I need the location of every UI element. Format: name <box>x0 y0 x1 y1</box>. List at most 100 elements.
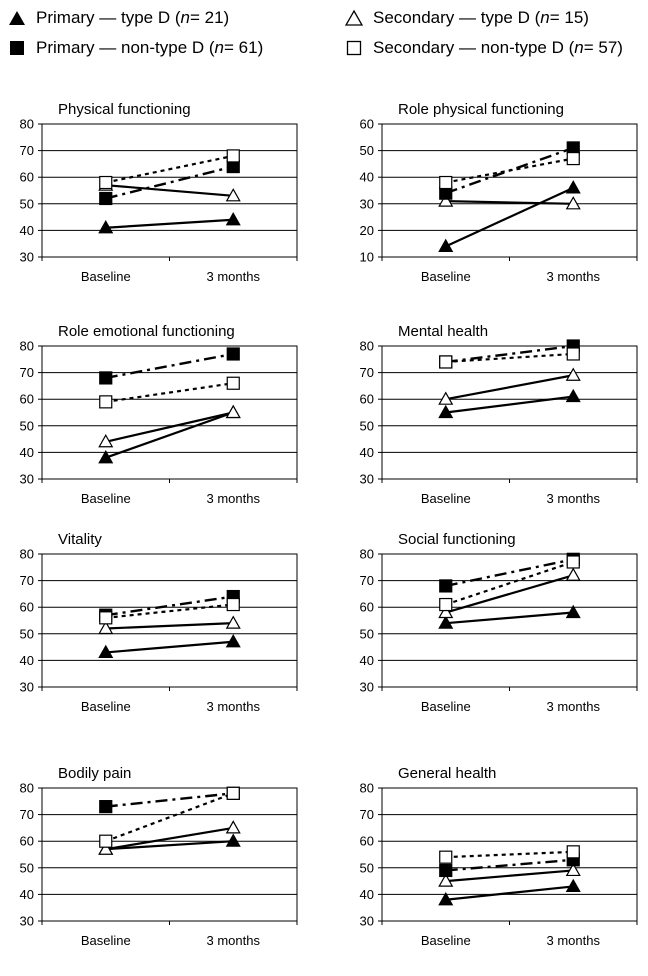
data-point-open-triangle <box>225 404 241 419</box>
series-line-open-triangle <box>105 411 234 443</box>
y-tick-label: 30 <box>20 914 34 929</box>
data-point-open-square <box>439 355 453 369</box>
y-tick-label: 50 <box>360 143 374 158</box>
series-line-open-square <box>445 850 574 859</box>
y-tick-label: 80 <box>20 117 34 132</box>
data-point-filled-square <box>99 191 113 206</box>
data-point-filled-square <box>439 863 453 878</box>
y-tick-label: 60 <box>20 392 34 407</box>
y-tick-label: 70 <box>360 365 374 380</box>
chart-title: Social functioning <box>398 531 516 548</box>
legend-text-after: = 15) <box>549 8 589 27</box>
legend-text-after: = 21) <box>190 8 230 27</box>
data-point-open-triangle <box>565 196 581 210</box>
chart-title: General health <box>398 765 496 782</box>
x-tick-label: 3 months <box>547 699 601 714</box>
data-point-open-square <box>226 597 240 612</box>
data-point-open-triangle <box>565 862 581 877</box>
x-tick-label: 3 months <box>547 933 601 948</box>
y-tick-label: 50 <box>360 626 374 641</box>
data-point-filled-triangle <box>438 404 454 419</box>
filled-triangle-icon <box>9 11 25 25</box>
data-point-open-square <box>99 395 113 409</box>
data-point-open-square <box>439 175 453 190</box>
legend-n-label: n <box>540 8 550 27</box>
data-point-open-square <box>566 151 580 166</box>
data-point-filled-triangle <box>225 634 241 648</box>
data-point-open-square <box>226 149 240 163</box>
x-tick-label: Baseline <box>421 933 471 948</box>
series-line-open-square <box>445 560 574 606</box>
open-square-icon <box>346 40 362 56</box>
data-point-open-triangle <box>98 620 114 635</box>
series-line-open-square <box>105 792 234 843</box>
data-point-open-square <box>439 850 453 864</box>
data-point-open-square <box>439 597 453 612</box>
data-point-open-triangle <box>565 367 581 381</box>
x-tick-label: 3 months <box>547 269 601 284</box>
y-tick-label: 70 <box>20 365 34 380</box>
legend-text-before: Primary — non-type D ( <box>36 38 215 57</box>
y-tick-label: 50 <box>20 418 34 433</box>
y-tick-label: 40 <box>20 887 34 902</box>
x-tick-label: Baseline <box>81 269 131 284</box>
data-point-open-square <box>226 376 240 390</box>
y-tick-label: 40 <box>360 445 374 460</box>
series-line-open-triangle <box>445 374 574 401</box>
data-point-filled-triangle <box>98 450 114 464</box>
chart-svg: Vitality 30 40 50 60 70 80 Baseline 3 months <box>20 531 298 714</box>
chart-physical-functioning: Physical functioning 30 40 50 60 70 80 Baseline… <box>0 92 300 307</box>
y-tick-label: 20 <box>360 223 374 238</box>
series-line-filled-triangle <box>105 840 234 851</box>
y-tick-label: 30 <box>360 196 374 211</box>
y-tick-label: 50 <box>360 860 374 875</box>
data-point-filled-triangle <box>565 878 581 893</box>
data-point-filled-square <box>99 371 113 385</box>
data-point-filled-square <box>99 800 113 814</box>
data-point-open-square <box>566 845 580 859</box>
data-point-open-square <box>99 175 113 190</box>
data-point-filled-triangle <box>565 180 581 194</box>
chart-svg: Role physical functioning 10 20 30 40 50 60 Bas… <box>360 101 638 284</box>
series-line-open-triangle <box>105 622 234 630</box>
x-tick-label: 3 months <box>547 491 601 506</box>
y-tick-label: 50 <box>360 418 374 433</box>
data-point-open-triangle <box>438 873 454 887</box>
data-point-filled-triangle <box>565 388 581 403</box>
y-tick-label: 10 <box>360 250 374 265</box>
data-point-filled-triangle <box>565 604 581 619</box>
series-line-open-square <box>105 154 234 184</box>
y-tick-label: 80 <box>360 339 374 354</box>
data-point-filled-square <box>439 579 453 593</box>
data-point-open-square <box>226 786 240 800</box>
plot-frame <box>381 553 638 688</box>
y-tick-label: 40 <box>20 445 34 460</box>
chart-mental-health: Mental health 30 40 50 60 70 80 Baseline 3 month… <box>340 314 640 529</box>
chart-svg: Physical functioning 30 40 50 60 70 80 Baseline… <box>20 101 298 284</box>
data-point-open-triangle <box>438 193 454 207</box>
y-tick-label: 60 <box>360 392 374 407</box>
y-tick-label: 60 <box>360 834 374 849</box>
y-tick-label: 60 <box>20 170 34 185</box>
chart-social-functioning: Social functioning 30 40 50 60 70 80 Baseline 3 … <box>340 522 640 737</box>
y-tick-label: 70 <box>20 573 34 588</box>
chart-svg: Social functioning 30 40 50 60 70 80 Baseline 3 … <box>360 531 638 714</box>
chart-vitality: Vitality 30 40 50 60 70 80 Baseline 3 months <box>0 522 300 737</box>
data-point-filled-square <box>226 347 240 361</box>
legend: Primary — type D (n = 21) Secondary — ty… <box>0 0 648 70</box>
data-point-filled-triangle <box>225 833 241 847</box>
data-point-open-square <box>566 347 580 361</box>
data-point-open-triangle <box>438 604 454 619</box>
y-tick-label: 30 <box>20 250 34 265</box>
data-point-filled-triangle <box>225 212 241 226</box>
y-tick-label: 30 <box>360 472 374 487</box>
data-point-open-triangle <box>225 615 241 629</box>
data-point-filled-triangle <box>438 238 454 252</box>
chart-general-health: General health 30 40 50 60 70 80 Baseline 3 mont… <box>340 756 640 971</box>
y-tick-label: 40 <box>20 653 34 668</box>
y-tick-label: 50 <box>20 626 34 641</box>
y-tick-label: 30 <box>360 680 374 695</box>
series-line-filled-triangle <box>445 186 574 248</box>
chart-bodily-pain: Bodily pain 30 40 50 60 70 80 Baseline 3 months <box>0 756 300 971</box>
y-tick-label: 50 <box>20 196 34 211</box>
